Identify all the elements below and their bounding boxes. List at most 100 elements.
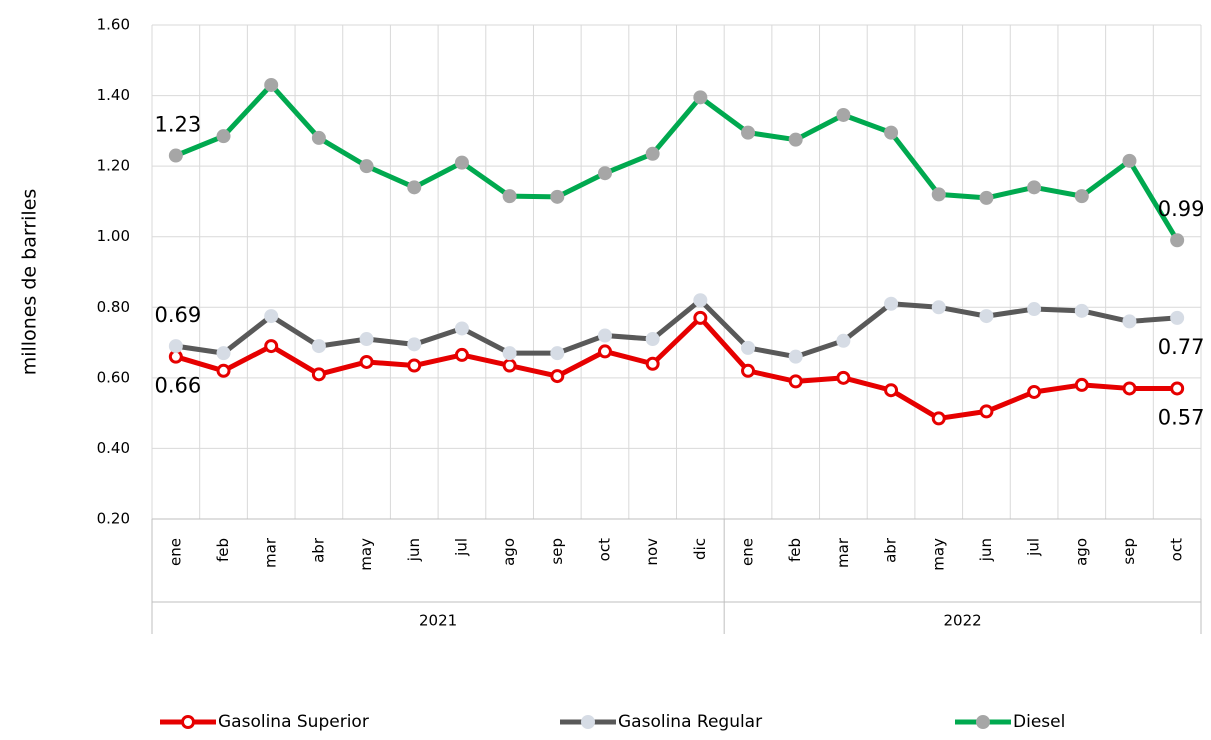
data-label: 0.57: [1158, 405, 1205, 429]
legend-label: Gasolina Superior: [218, 712, 369, 732]
legend-marker: [581, 715, 595, 729]
point: [1074, 189, 1089, 204]
point: [311, 367, 326, 382]
legend-label: Diesel: [1013, 712, 1065, 732]
x-tick-label: jun: [405, 538, 423, 562]
y-tick-label: 1.00: [97, 227, 130, 245]
point: [931, 300, 946, 315]
point: [359, 354, 374, 369]
point: [1074, 303, 1089, 318]
legend-marker: [976, 715, 990, 729]
point: [550, 346, 565, 361]
point: [884, 296, 899, 311]
data-label: 0.66: [154, 374, 201, 398]
point: [407, 180, 422, 195]
point: [264, 309, 279, 324]
point: [931, 411, 946, 426]
point: [1122, 153, 1137, 168]
point: [1170, 310, 1185, 325]
y-tick-label: 1.60: [97, 16, 130, 34]
data-label: 1.23: [154, 113, 201, 137]
point: [216, 129, 231, 144]
y-tick-label: 0.20: [97, 510, 130, 528]
x-tick-label: jun: [977, 538, 995, 562]
data-label: 0.69: [154, 303, 201, 327]
point: [1027, 180, 1042, 195]
point: [836, 333, 851, 348]
point: [597, 166, 612, 181]
point: [216, 363, 231, 378]
point: [1027, 302, 1042, 317]
x-tick-label: feb: [214, 538, 232, 562]
point: [264, 339, 279, 354]
y-axis-label: millones de barriles: [19, 189, 41, 376]
point: [1027, 384, 1042, 399]
x-tick-label: jul: [452, 538, 470, 557]
point: [645, 356, 660, 371]
point: [1170, 381, 1185, 396]
point: [788, 132, 803, 147]
point: [693, 310, 708, 325]
y-tick-label: 1.20: [97, 157, 130, 175]
x-tick-label: mar: [262, 537, 280, 568]
series-line: [174, 82, 1180, 242]
point: [359, 332, 374, 347]
point: [597, 344, 612, 359]
point: [741, 363, 756, 378]
point: [454, 347, 469, 362]
x-tick-label: mar: [834, 537, 852, 568]
point: [1122, 314, 1137, 329]
point: [168, 339, 183, 354]
series-line: [175, 297, 1178, 360]
legend-label: Gasolina Regular: [618, 712, 762, 732]
point: [1122, 381, 1137, 396]
y-tick-label: 1.40: [97, 86, 130, 104]
x-tick-label: ene: [739, 538, 757, 566]
x-tick-label: feb: [786, 538, 804, 562]
point: [311, 130, 326, 145]
point: [311, 339, 326, 354]
point: [979, 309, 994, 324]
group-label: 2022: [943, 612, 981, 630]
y-tick-label: 0.80: [97, 298, 130, 316]
point: [979, 190, 994, 205]
point: [741, 125, 756, 140]
point: [979, 404, 994, 419]
x-tick-label: ago: [500, 538, 518, 566]
x-tick-label: dic: [691, 538, 709, 560]
legend-marker: [181, 715, 195, 729]
x-tick-label: may: [357, 538, 375, 571]
x-tick-label: abr: [309, 537, 327, 563]
x-tick-label: oct: [1168, 538, 1186, 561]
point: [407, 337, 422, 352]
point: [359, 159, 374, 174]
series-line: [175, 315, 1178, 421]
point: [1170, 233, 1185, 248]
point: [216, 346, 231, 361]
point: [550, 369, 565, 384]
point: [454, 155, 469, 170]
point: [931, 187, 946, 202]
x-tick-label: abr: [882, 537, 900, 563]
x-tick-label: oct: [595, 538, 613, 561]
point: [1074, 377, 1089, 392]
point: [884, 125, 899, 140]
point: [597, 328, 612, 343]
point: [693, 293, 708, 308]
x-tick-label: may: [929, 538, 947, 571]
x-tick-label: ago: [1072, 538, 1090, 566]
point: [264, 77, 279, 92]
y-tick-label: 0.60: [97, 368, 130, 386]
point: [836, 370, 851, 385]
x-tick-label: ene: [166, 538, 184, 566]
y-tick-label: 0.40: [97, 439, 130, 457]
point: [788, 349, 803, 364]
point: [645, 332, 660, 347]
point: [454, 321, 469, 336]
point: [788, 374, 803, 389]
group-label: 2021: [419, 612, 457, 630]
point: [502, 346, 517, 361]
point: [502, 189, 517, 204]
point: [693, 90, 708, 105]
point: [407, 358, 422, 373]
